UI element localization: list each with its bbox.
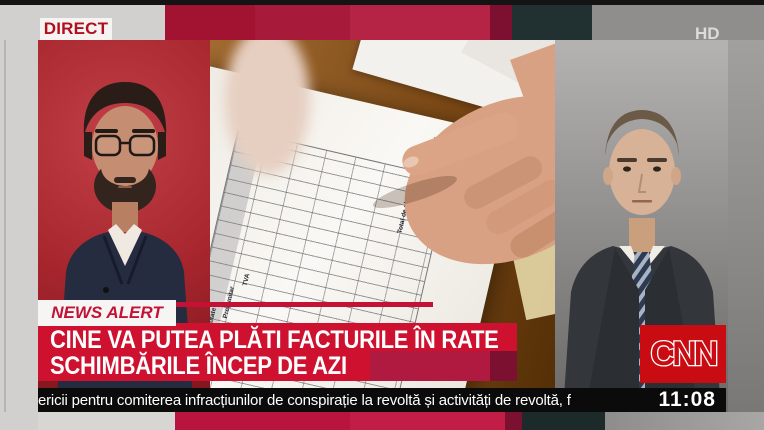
- ticker-text: ericii pentru comiterea infracțiunilor d…: [38, 391, 571, 409]
- bg-band: [490, 5, 512, 40]
- holding-hand: [225, 40, 310, 175]
- news-alert-line: [38, 302, 433, 307]
- headline-line-2: SCHIMBĂRILE ÎNCEP DE AZI: [50, 352, 347, 380]
- pointing-hand: [373, 40, 555, 265]
- bg-right-strip: [728, 40, 764, 412]
- news-alert-badge: NEWS ALERT: [38, 300, 176, 326]
- bg-band-bottom: [0, 412, 38, 430]
- bg-band-bottom: [38, 412, 175, 430]
- anchor-lapel: [126, 235, 148, 285]
- top-black-line: [0, 0, 764, 5]
- headline-banner-shade: [490, 351, 517, 381]
- anchor-mustache: [114, 177, 136, 183]
- news-alert-label: NEWS ALERT: [51, 303, 163, 322]
- bg-band-bottom: [605, 412, 764, 430]
- fingernail: [403, 156, 419, 168]
- svg-text:CNN: CNN: [651, 335, 717, 373]
- anchor-eyebrow: [132, 129, 155, 133]
- clock: 11:08: [658, 388, 716, 411]
- bg-band-bottom: [350, 412, 505, 430]
- guest-eye: [623, 166, 631, 172]
- anchor-glasses-icon: [94, 134, 156, 157]
- guest-eye: [653, 166, 661, 172]
- anchor-neck: [112, 202, 138, 232]
- headline-line-1: CINE VA PUTEA PLĂTI FACTURILE ÎN RATE: [50, 326, 499, 354]
- finger-shadow: [373, 175, 457, 209]
- direct-label: DIRECT: [43, 19, 109, 38]
- guest-nose: [637, 173, 646, 193]
- guest-ear: [603, 167, 613, 185]
- bg-left-strip: [0, 40, 38, 430]
- bg-band-bottom: [522, 412, 605, 430]
- bg-band-bottom: [175, 412, 350, 430]
- bg-band: [512, 5, 592, 40]
- news-ticker: ericii pentru comiterea infracțiunilor d…: [38, 388, 726, 412]
- guest-eyebrow: [617, 158, 637, 162]
- bg-band: [350, 5, 490, 40]
- guest-lapel: [585, 248, 639, 412]
- lapel-mic-icon: [103, 287, 109, 293]
- anchor-mouth: [118, 186, 132, 188]
- cnn-logo-icon: CNN: [649, 334, 719, 375]
- bg-band-bottom: [505, 412, 522, 430]
- index-finger: [402, 112, 519, 176]
- bg-left-line: [4, 40, 6, 430]
- direct-live-badge: DIRECT: [40, 18, 112, 40]
- bg-band: [165, 5, 255, 40]
- guest-neck: [629, 218, 655, 252]
- headline-banner-shade: [370, 351, 490, 381]
- guest-hair: [605, 110, 679, 156]
- bg-band: [592, 5, 764, 40]
- anchor-lapel: [102, 235, 124, 285]
- bg-band: [255, 5, 350, 40]
- hd-label: HD: [695, 24, 720, 43]
- guest-mouth: [632, 200, 652, 203]
- guest-eyebrow: [647, 158, 667, 162]
- guest-ear: [671, 167, 681, 185]
- cnn-logo: CNN: [640, 325, 726, 383]
- anchor-shirt: [108, 224, 142, 266]
- anchor-eyebrow: [95, 129, 118, 133]
- guest-face: [609, 129, 675, 215]
- anchor-hair-icon: [83, 82, 167, 160]
